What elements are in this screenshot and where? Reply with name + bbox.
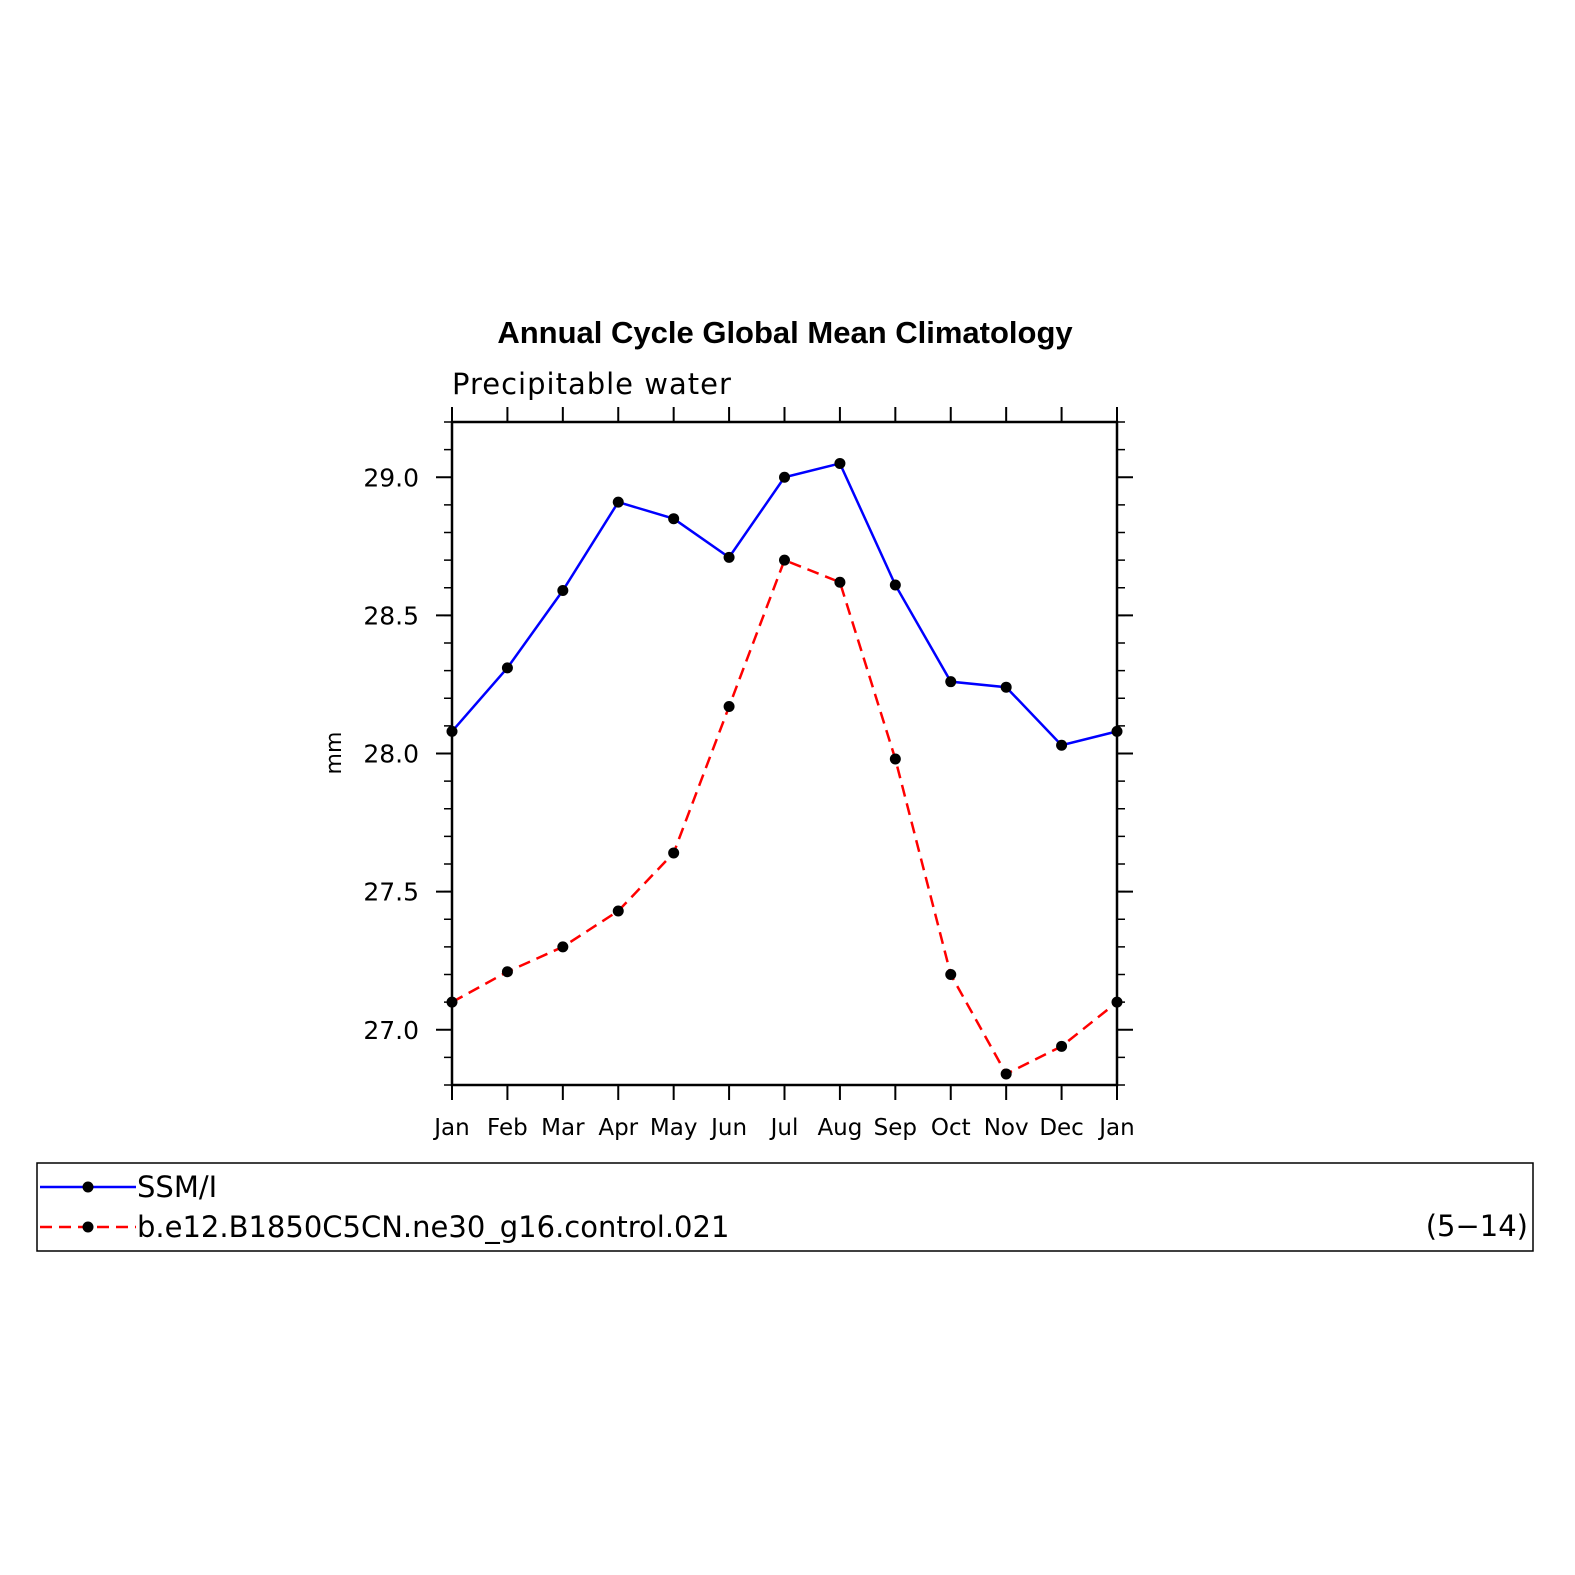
- y-tick-label: 28.5: [363, 601, 419, 630]
- series-0-point: [612, 496, 624, 508]
- tick-labels: Jan Feb Mar Apr May Jun Jul Aug Sep Oct Nov Dec Jan 2…: [363, 463, 1134, 1141]
- series-0-point: [779, 471, 790, 483]
- legend-label-1: b.e12.B1850C5CN.ne30_g16.control.021: [137, 1210, 729, 1244]
- x-tick-label: Apr: [598, 1115, 638, 1141]
- x-tick-label: Mar: [541, 1115, 585, 1141]
- series-0-point: [501, 662, 513, 674]
- legend-label-0: SSM/I: [137, 1170, 217, 1204]
- axis-ticks: [436, 407, 1133, 1100]
- legend-annotation: (5−14): [1426, 1209, 1528, 1243]
- series-0-point: [1056, 739, 1068, 751]
- chart-subtitle: Precipitable water: [452, 367, 732, 401]
- series-1-point: [557, 941, 569, 953]
- series-1-point: [1000, 1068, 1012, 1080]
- y-tick-label: 28.0: [363, 740, 419, 769]
- series-layer: [446, 457, 1123, 1080]
- series-1-point: [834, 576, 846, 588]
- x-tick-label: Jan: [1097, 1115, 1134, 1141]
- x-tick-label: Aug: [817, 1115, 862, 1141]
- x-tick-label: Nov: [984, 1115, 1029, 1141]
- y-tick-label: 27.5: [363, 878, 419, 907]
- series-1-point: [501, 966, 513, 978]
- series-line-0: [451, 461, 1118, 747]
- series-1-point: [723, 701, 735, 713]
- series-0-point: [945, 676, 957, 688]
- x-tick-label: Dec: [1039, 1115, 1084, 1141]
- plot-frame: [450, 420, 1119, 1087]
- series-0-point: [889, 579, 901, 591]
- series-0-point: [834, 457, 846, 469]
- x-tick-label: Jul: [769, 1115, 799, 1141]
- x-tick-label: Feb: [487, 1115, 528, 1141]
- y-axis-label: mm: [322, 732, 347, 775]
- series-0-point: [723, 551, 735, 563]
- legend-marker-0: [82, 1181, 94, 1193]
- x-tick-label: May: [650, 1115, 698, 1141]
- y-tick-label: 29.0: [363, 463, 419, 492]
- x-tick-label: Sep: [874, 1115, 917, 1141]
- series-0-point: [1000, 681, 1012, 693]
- legend-marker-1: [82, 1221, 94, 1233]
- series-1-point: [779, 554, 790, 566]
- series-1-point: [945, 969, 957, 980]
- legend: SSM/I b.e12.B1850C5CN.ne30_g16.control.02…: [36, 1162, 1534, 1252]
- series-line-1: [451, 558, 1118, 1076]
- legend-box: [36, 1162, 1534, 1252]
- x-tick-label: Jun: [709, 1115, 747, 1141]
- legend-items: SSM/I b.e12.B1850C5CN.ne30_g16.control.02…: [40, 1170, 729, 1244]
- x-tick-label: Oct: [931, 1115, 971, 1141]
- y-tick-label: 27.0: [363, 1016, 419, 1045]
- series-1-point: [889, 753, 901, 765]
- series-1-point: [612, 905, 624, 917]
- series-1-point: [1056, 1040, 1068, 1052]
- series-0-point: [668, 513, 680, 525]
- series-0-point: [557, 585, 569, 597]
- chart-title: Annual Cycle Global Mean Climatology: [497, 315, 1073, 350]
- series-1-point: [668, 847, 680, 859]
- x-tick-label: Jan: [432, 1115, 469, 1141]
